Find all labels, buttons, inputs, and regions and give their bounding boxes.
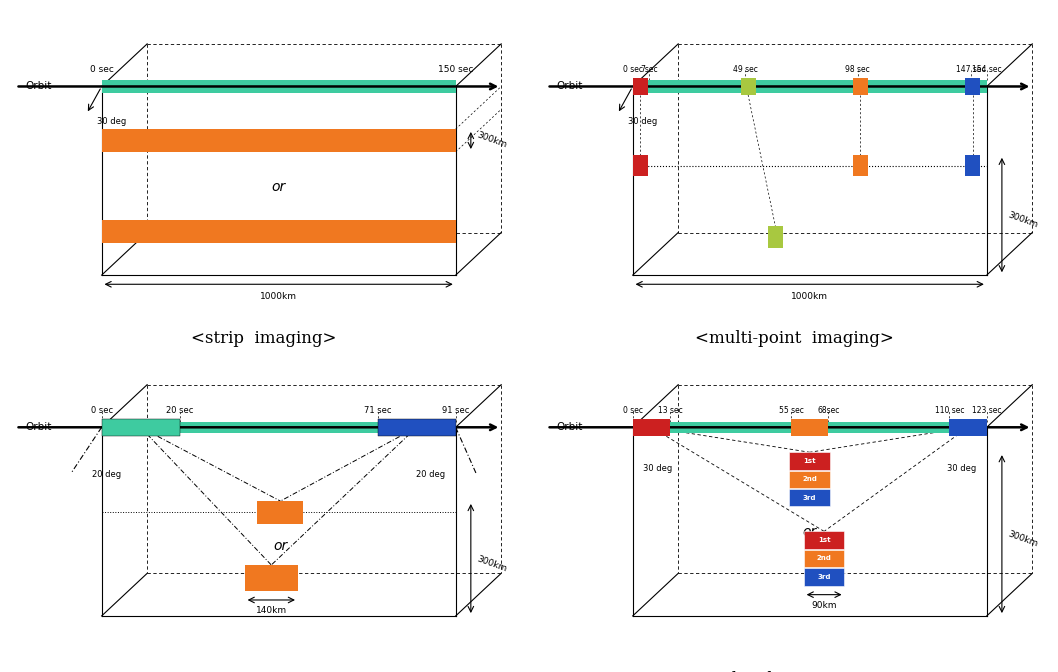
Bar: [633, 155, 647, 176]
Text: 30 deg: 30 deg: [627, 117, 657, 126]
Text: 20 deg: 20 deg: [91, 470, 121, 479]
Text: <strip  imaging>: <strip imaging>: [190, 330, 336, 347]
Bar: [853, 155, 868, 176]
Text: 68sec: 68sec: [817, 406, 840, 415]
Text: Orbit: Orbit: [25, 422, 52, 432]
Text: <wide  along  imaging>: <wide along imaging>: [693, 671, 896, 672]
Bar: [244, 565, 298, 591]
Text: 2nd: 2nd: [817, 556, 832, 561]
Bar: [949, 419, 987, 435]
Text: 91 sec: 91 sec: [442, 406, 470, 415]
Text: or: or: [803, 525, 817, 539]
Text: 13 sec: 13 sec: [658, 406, 682, 415]
Bar: [804, 550, 844, 567]
Text: 300km: 300km: [476, 131, 508, 150]
Text: Orbit: Orbit: [25, 81, 52, 91]
Bar: [633, 78, 647, 95]
Bar: [791, 419, 828, 435]
Text: 30 deg: 30 deg: [947, 464, 977, 473]
Bar: [853, 78, 868, 95]
Bar: [768, 226, 783, 248]
Bar: [102, 220, 456, 243]
Text: <stereo  imaging>: <stereo imaging>: [184, 671, 343, 672]
Text: 20 sec: 20 sec: [166, 406, 194, 415]
Text: <multi-point  imaging>: <multi-point imaging>: [695, 330, 894, 347]
Text: 20 deg: 20 deg: [417, 470, 445, 479]
Text: 147 sec: 147 sec: [956, 65, 986, 75]
Text: 49 sec: 49 sec: [733, 65, 758, 75]
Bar: [633, 422, 987, 433]
Bar: [741, 78, 755, 95]
Text: 150 sec: 150 sec: [438, 65, 473, 75]
Text: 0 sec: 0 sec: [623, 406, 642, 415]
Bar: [102, 80, 456, 93]
Text: Orbit: Orbit: [557, 81, 583, 91]
Text: 1st: 1st: [803, 458, 816, 464]
Text: 30 deg: 30 deg: [643, 464, 672, 473]
Text: 7sec: 7sec: [640, 65, 658, 75]
Bar: [257, 501, 304, 524]
Bar: [789, 489, 831, 507]
Text: 154 sec: 154 sec: [972, 65, 1002, 75]
Bar: [102, 129, 456, 152]
Text: 98 sec: 98 sec: [845, 65, 871, 75]
Text: 2nd: 2nd: [802, 476, 817, 482]
Text: 1st: 1st: [818, 537, 831, 543]
Bar: [378, 419, 456, 436]
Text: 0 sec: 0 sec: [90, 65, 113, 75]
Bar: [804, 532, 844, 549]
Bar: [966, 78, 981, 95]
Bar: [633, 80, 987, 93]
Text: 110 sec: 110 sec: [934, 406, 964, 415]
Bar: [789, 470, 831, 488]
Text: 55 sec: 55 sec: [779, 406, 803, 415]
Text: 71 sec: 71 sec: [364, 406, 391, 415]
Text: 3rd: 3rd: [803, 495, 817, 501]
Text: 0 sec: 0 sec: [91, 406, 113, 415]
Text: 300km: 300km: [476, 554, 508, 574]
Text: Orbit: Orbit: [557, 422, 583, 432]
Text: 300km: 300km: [1007, 529, 1039, 548]
Bar: [966, 155, 981, 176]
Text: 0 sec: 0 sec: [623, 65, 642, 75]
Text: or: or: [272, 180, 286, 194]
Bar: [789, 452, 831, 470]
Text: 1000km: 1000km: [260, 292, 297, 301]
Text: 140km: 140km: [256, 606, 287, 615]
Text: 30 deg: 30 deg: [96, 117, 126, 126]
Text: 90km: 90km: [811, 601, 837, 610]
Bar: [102, 422, 456, 433]
Bar: [804, 568, 844, 585]
Text: or: or: [273, 539, 288, 553]
Text: 1000km: 1000km: [791, 292, 828, 301]
Text: 3rd: 3rd: [818, 574, 831, 580]
Text: 300km: 300km: [1007, 211, 1039, 230]
Text: 123 sec: 123 sec: [972, 406, 1002, 415]
Bar: [633, 419, 670, 435]
Bar: [102, 419, 180, 436]
